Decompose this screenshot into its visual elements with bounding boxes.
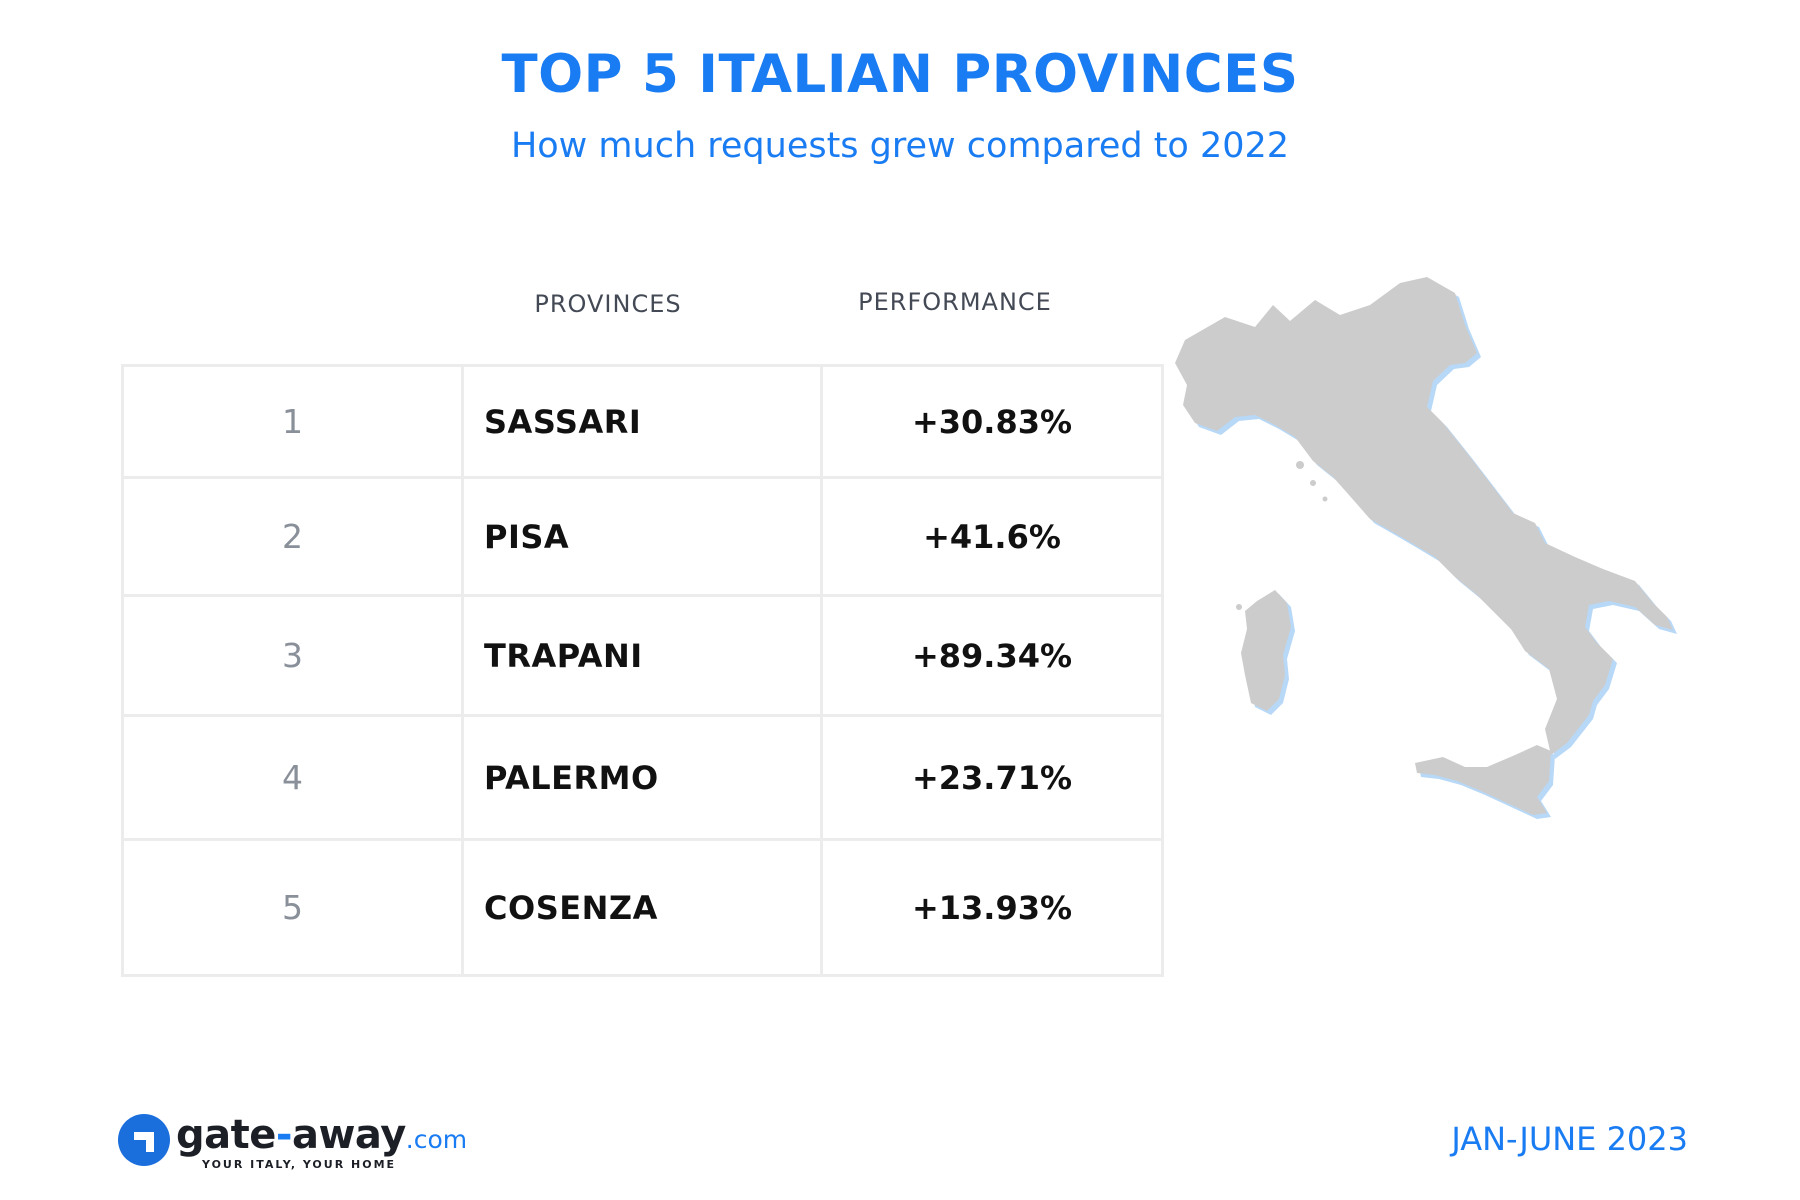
performance-cell: +23.71%	[820, 714, 1164, 841]
province-cell: TRAPANI	[461, 594, 823, 717]
period-label: JAN-JUNE 2023	[1451, 1120, 1688, 1158]
table-row: 1 SASSARI +30.83%	[121, 364, 1164, 479]
performance-cell: +13.93%	[820, 838, 1164, 977]
gate-away-logo: gate-away.com YOUR ITALY, YOUR HOME	[118, 1112, 478, 1176]
logo-dash: -	[275, 1112, 293, 1158]
rank-cell: 1	[121, 364, 464, 479]
province-cell: SASSARI	[461, 364, 823, 479]
performance-cell: +89.34%	[820, 594, 1164, 717]
logo-wordmark: gate-away.com	[176, 1112, 467, 1158]
logo-mark-icon	[118, 1114, 170, 1166]
logo-name: gate	[176, 1112, 276, 1158]
province-cell: COSENZA	[461, 838, 823, 977]
table-row: 2 PISA +41.6%	[121, 476, 1164, 597]
rank-cell: 4	[121, 714, 464, 841]
logo-tld: .com	[405, 1125, 468, 1154]
logo-name-2: away	[291, 1112, 406, 1158]
table-row: 5 COSENZA +13.93%	[121, 838, 1164, 977]
table-row: 4 PALERMO +23.71%	[121, 714, 1164, 841]
performance-cell: +41.6%	[820, 476, 1164, 597]
column-header-provinces: PROVINCES	[534, 290, 682, 318]
column-header-performance: PERFORMANCE	[858, 288, 1052, 316]
rank-cell: 5	[121, 838, 464, 977]
logo-tagline: YOUR ITALY, YOUR HOME	[202, 1158, 397, 1171]
ranking-table: 1 SASSARI +30.83% 2 PISA +41.6% 3 TRAPAN…	[121, 364, 1164, 977]
province-cell: PALERMO	[461, 714, 823, 841]
rank-cell: 3	[121, 594, 464, 717]
province-cell: PISA	[461, 476, 823, 597]
page-title: TOP 5 ITALIAN PROVINCES	[501, 44, 1299, 105]
performance-cell: +30.83%	[820, 364, 1164, 479]
table-row: 3 TRAPANI +89.34%	[121, 594, 1164, 717]
italy-map-icon	[1175, 277, 1677, 819]
rank-cell: 2	[121, 476, 464, 597]
page-subtitle: How much requests grew compared to 2022	[510, 126, 1290, 166]
